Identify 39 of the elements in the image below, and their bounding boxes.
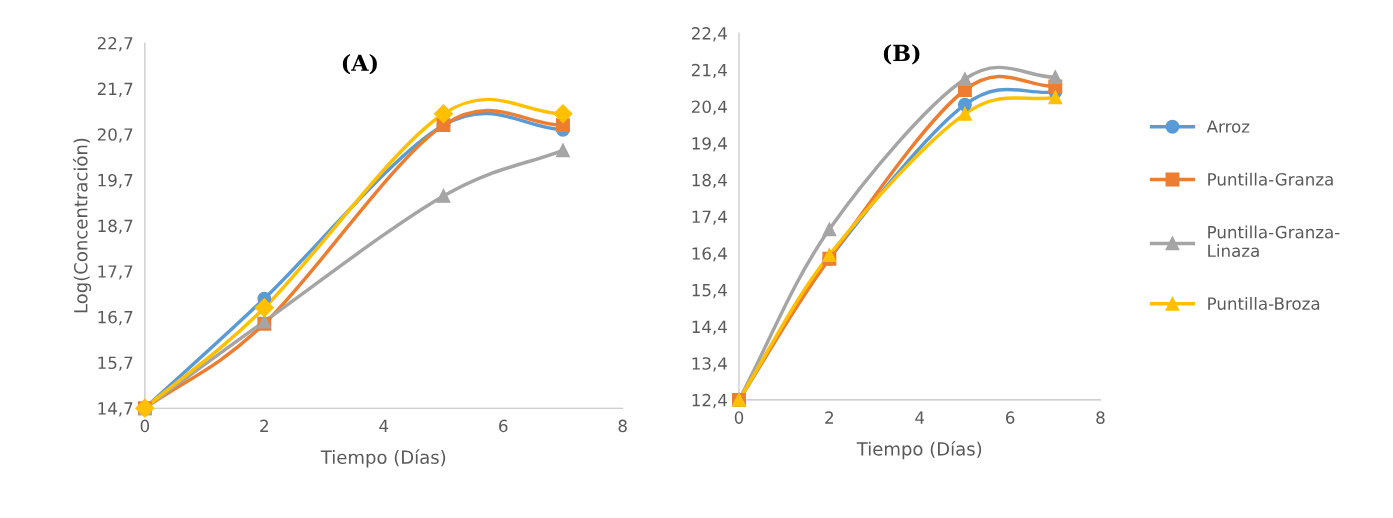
x-tick-label: 0 [140, 419, 150, 433]
y-tick-label: 22,7 [97, 36, 133, 52]
chart-title: (B) [883, 44, 920, 65]
x-axis-title: Tiempo (Días) [320, 449, 446, 468]
x-tick-label: 0 [734, 411, 744, 424]
x-tick-label: 2 [260, 419, 268, 432]
y-tick-label: 18,4 [692, 173, 727, 189]
legend-label: Arroz [1206, 120, 1250, 133]
x-axis-title: Tiempo (Días) [856, 441, 982, 460]
x-tick-label: 2 [825, 411, 833, 424]
legend-label: Puntilla-Granza [1208, 172, 1333, 186]
y-tick-label: 17,7 [98, 265, 133, 280]
y-tick-label: 12,4 [692, 393, 727, 409]
y-tick-label: 21,4 [691, 63, 727, 79]
x-tick-label: 8 [1096, 411, 1105, 424]
chart-title: (A) [342, 53, 377, 75]
y-tick-label: 15,4 [692, 284, 727, 299]
y-tick-label: 13,4 [692, 357, 727, 372]
legend-label: Puntilla-Broza [1208, 296, 1320, 310]
y-tick-label: 16,4 [692, 247, 727, 262]
y-tick-label: 18,7 [98, 219, 133, 234]
x-tick-label: 6 [1005, 411, 1015, 424]
y-tick-label: 19,7 [98, 173, 133, 189]
y-tick-label: 16,7 [98, 310, 133, 326]
y-tick-label: 17,4 [692, 210, 727, 225]
x-tick-label: 4 [915, 411, 925, 424]
y-axis-title: Log(Concentración) [72, 138, 92, 313]
legend-label: Puntilla-Granza- Linaza [1208, 225, 1340, 258]
y-tick-label: 20,7 [97, 128, 133, 143]
y-tick-label: 22,4 [691, 27, 727, 42]
y-tick-label: 14,4 [692, 320, 727, 335]
x-tick-label: 8 [618, 419, 627, 433]
y-tick-label: 19,4 [692, 137, 727, 152]
y-tick-label: 21,7 [97, 82, 133, 97]
x-tick-label: 4 [379, 419, 389, 432]
y-tick-label: 20,4 [691, 100, 727, 115]
x-tick-label: 6 [499, 419, 508, 433]
y-tick-label: 14,7 [98, 402, 133, 417]
y-tick-label: 15,7 [98, 356, 133, 371]
